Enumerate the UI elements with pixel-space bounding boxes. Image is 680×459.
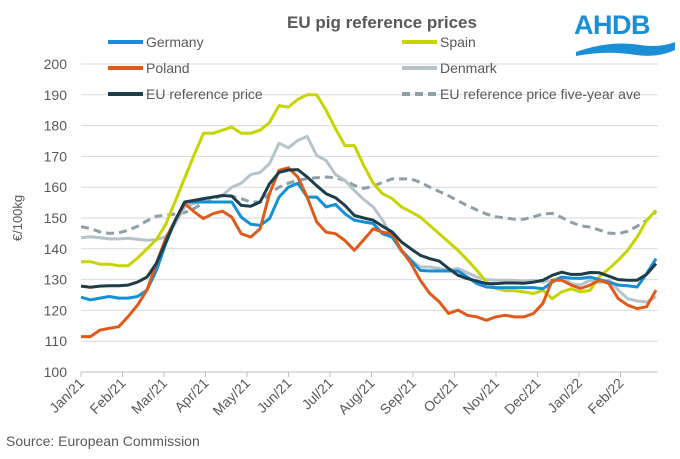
ahdb-logo: AHDB	[574, 10, 675, 56]
x-tick-label: Aug/21	[335, 375, 378, 418]
legend-item: Spain	[402, 34, 476, 50]
x-tick-label: Jun/21	[254, 375, 295, 416]
legend-label: Spain	[440, 34, 476, 50]
legend-label: Germany	[146, 34, 204, 50]
series-line-spain	[81, 93, 658, 301]
y-tick-label: 180	[44, 118, 68, 134]
legend-item: Germany	[108, 34, 204, 50]
y-axis-label: €/100kg	[10, 195, 25, 241]
y-tick-label: 150	[44, 210, 68, 226]
logo-text: AHDB	[574, 10, 650, 40]
x-tick-label: Apr/21	[171, 375, 212, 416]
x-tick-label: Feb/21	[86, 375, 128, 417]
legend: Germany Spain Poland Denmark EU reference pr…	[108, 34, 641, 102]
series-line-eu-reference-price	[80, 168, 658, 289]
x-tick-label: Oct/21	[420, 375, 461, 416]
source-note: Source: European Commission	[6, 433, 200, 449]
y-tick-label: 200	[44, 56, 68, 72]
legend-label: Poland	[146, 60, 190, 76]
x-tick-label: Jan/22	[544, 375, 585, 416]
y-tick-label: 160	[44, 179, 68, 195]
y-tick-label: 130	[44, 272, 68, 288]
x-tick-label: Sep/21	[376, 375, 419, 418]
y-tick-label: 110	[45, 333, 68, 349]
y-tick-label: 140	[44, 241, 68, 257]
series-line-poland	[81, 166, 658, 339]
x-tick-label: Feb/22	[584, 375, 626, 417]
y-tick-label: 170	[44, 148, 68, 164]
legend-item: EU reference price	[108, 86, 263, 102]
legend-label: EU reference price five-year ave	[440, 86, 641, 102]
y-tick-label: 100	[44, 364, 68, 380]
legend-item: Denmark	[402, 60, 498, 76]
legend-label: EU reference price	[146, 86, 263, 102]
chart-title: EU pig reference prices	[287, 13, 477, 32]
x-tick-label: Mar/21	[128, 375, 170, 417]
series-line-eu-reference-price-five-year-ave	[80, 175, 657, 236]
legend-item: Poland	[108, 60, 190, 76]
y-tick-label: 120	[44, 302, 68, 318]
y-tick-label: 190	[44, 87, 68, 103]
x-tick-label: Jul/21	[298, 375, 336, 413]
legend-item: EU reference price five-year ave	[402, 86, 641, 102]
x-tick-label: Jan/21	[46, 375, 87, 416]
legend-label: Denmark	[440, 60, 498, 76]
x-tick-label: May/21	[209, 375, 253, 419]
x-tick-label: Dec/21	[501, 375, 544, 418]
logo-wave	[576, 42, 675, 56]
series-lines	[80, 93, 658, 339]
x-tick-label: Nov/21	[459, 375, 502, 418]
y-axis-ticks: 100 110 120 130 140 150 160 170 180 190 200	[44, 56, 68, 380]
